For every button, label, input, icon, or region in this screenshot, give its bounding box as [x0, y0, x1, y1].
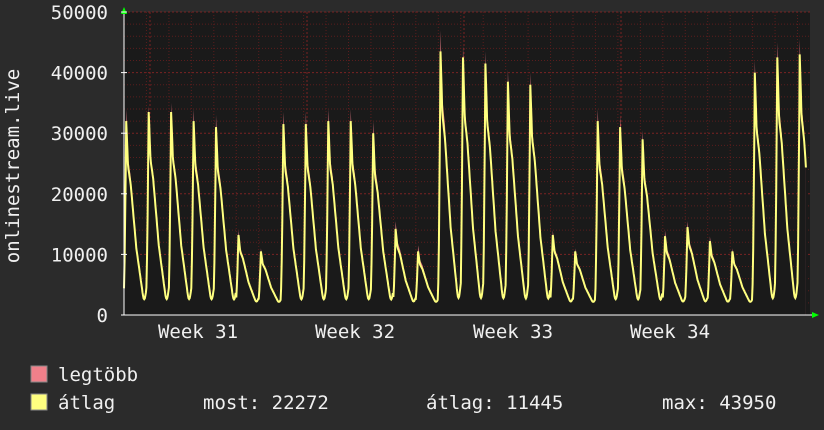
y-axis-label: onlinestream.live	[2, 69, 24, 263]
y-tick-label: 10000	[51, 244, 108, 266]
y-tick-labels: 0 10000 20000 30000 40000 50000	[51, 2, 108, 327]
axes	[121, 7, 819, 318]
series-avg-line	[123, 51, 807, 303]
y-tick-label: 20000	[51, 184, 108, 206]
x-axis-arrow	[812, 312, 819, 318]
y-tick-label: 0	[97, 305, 108, 327]
stat-max: max: 43950	[662, 392, 776, 414]
y-tick-label: 30000	[51, 123, 108, 145]
y-tick-label: 50000	[51, 2, 108, 24]
stat-most: most: 22272	[203, 392, 329, 414]
x-tick-labels: Week 31 Week 32 Week 33 Week 34	[158, 321, 710, 343]
x-tick-label: Week 32	[315, 321, 395, 343]
legend: legtöbb átlag most: 22272 átlag: 11445 m…	[30, 364, 776, 414]
legend-label-max: legtöbb	[58, 364, 138, 386]
x-tick-label: Week 33	[473, 321, 553, 343]
y-axis-arrow	[121, 7, 127, 14]
x-tick-label: Week 31	[158, 321, 238, 343]
series-avg-mask	[124, 51, 806, 316]
legend-label-avg: átlag	[58, 392, 115, 414]
legend-swatch-max	[30, 365, 48, 383]
x-tick-label: Week 34	[630, 321, 710, 343]
legend-swatch-avg	[30, 393, 48, 411]
data-area	[123, 30, 807, 316]
y-tick-label: 40000	[51, 63, 108, 85]
stat-atlag: átlag: 11445	[426, 392, 563, 414]
